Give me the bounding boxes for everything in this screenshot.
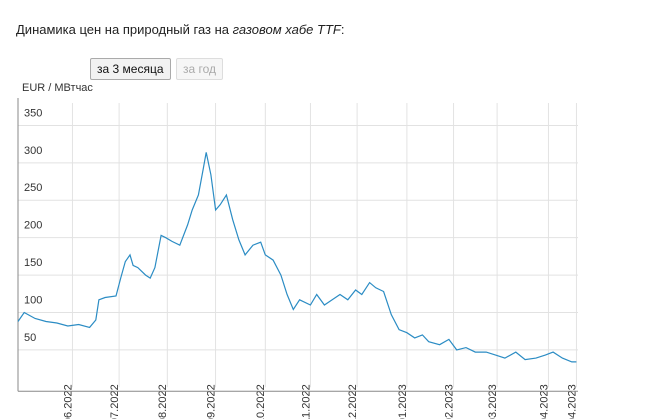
x-tick-label: 03.04.2023 xyxy=(538,384,550,419)
y-tick-label: 250 xyxy=(24,182,42,194)
x-tick-label: 01.11.2022 xyxy=(300,384,312,419)
x-tick-label: 01.02.2023 xyxy=(443,384,455,419)
x-tick-label: 01.08.2022 xyxy=(157,384,169,419)
x-tick-label: 01.09.2022 xyxy=(205,384,217,419)
price-line xyxy=(17,152,577,363)
x-tick-label: 01.07.2022 xyxy=(109,384,121,419)
heading: Динамика цен на природный газ на газовом… xyxy=(16,22,344,37)
heading-emphasis: газовом хабе TTF xyxy=(232,22,341,37)
range-3-months-button[interactable]: за 3 месяца xyxy=(90,58,171,80)
y-tick-label: 350 xyxy=(24,107,42,119)
x-tick-label: 01.03.2023 xyxy=(487,384,499,419)
x-tick-label: 03.10.2022 xyxy=(255,384,267,419)
x-tick-label: 02.01.2023 xyxy=(397,384,409,419)
heading-suffix: : xyxy=(340,22,345,37)
x-tick-label: 01.06.2022 xyxy=(62,384,74,419)
range-year-button[interactable]: за год xyxy=(176,58,224,80)
heading-text: Динамика цен на природный газ на xyxy=(16,22,230,37)
y-tick-label: 150 xyxy=(24,257,42,269)
y-tick-label: 200 xyxy=(24,220,42,232)
y-tick-label: 50 xyxy=(24,332,36,344)
x-tick-label: 21.04.2023 xyxy=(566,384,578,419)
y-axis-label: EUR / МВтчас xyxy=(22,82,93,94)
x-tick-label: 01.12.2022 xyxy=(347,384,359,419)
y-tick-label: 100 xyxy=(24,294,42,306)
y-tick-label: 300 xyxy=(24,145,42,157)
